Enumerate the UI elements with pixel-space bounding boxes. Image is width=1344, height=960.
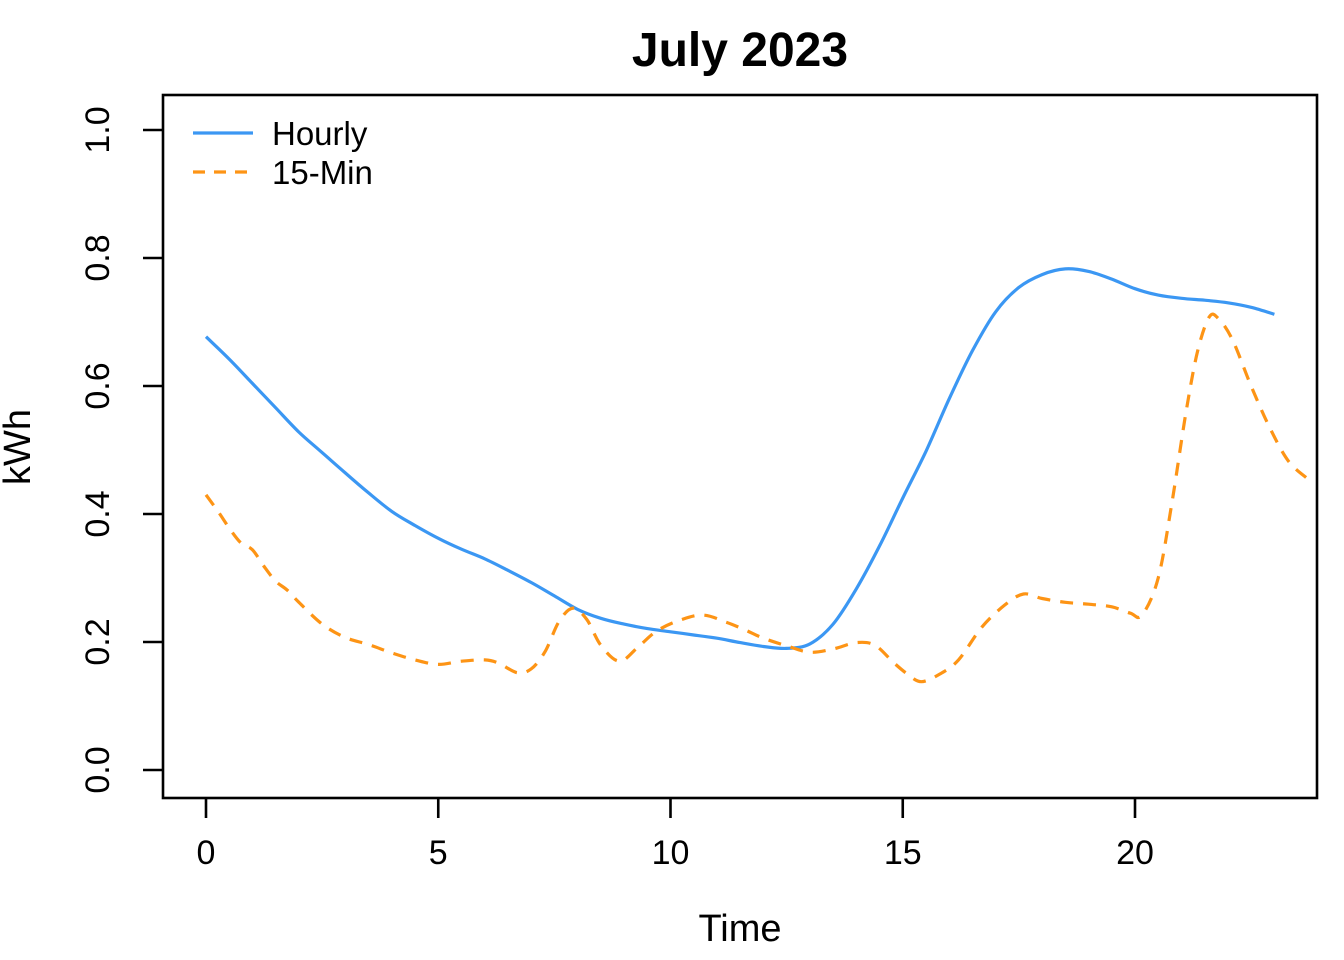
x-tick-label: 15 <box>884 834 922 872</box>
x-tick-label: 10 <box>652 834 690 872</box>
chart-title: July 2023 <box>632 24 848 77</box>
y-tick-label: 0.0 <box>79 746 117 793</box>
series-line-15-min <box>204 312 1308 684</box>
legend-label-hourly: Hourly <box>272 115 368 152</box>
y-axis-label: kWh <box>0 409 39 485</box>
x-tick-label: 5 <box>429 834 448 872</box>
series-line-hourly <box>204 267 1275 651</box>
y-tick-label: 0.2 <box>79 618 117 665</box>
y-tick-label: 0.8 <box>79 234 117 281</box>
plot-box <box>161 93 1319 800</box>
y-tick-label: 0.4 <box>79 490 117 537</box>
y-tick-label: 0.6 <box>79 362 117 409</box>
x-tick-label: 0 <box>197 834 216 872</box>
x-tick-label: 20 <box>1116 834 1154 872</box>
y-tick-label: 1.0 <box>79 106 117 153</box>
x-axis-label: Time <box>698 908 781 950</box>
plot-area: 0 5 10 15 20 0.0 0.2 0.4 0.6 0.8 1.0 <box>79 93 1319 872</box>
legend-label-15min: 15-Min <box>272 154 373 191</box>
